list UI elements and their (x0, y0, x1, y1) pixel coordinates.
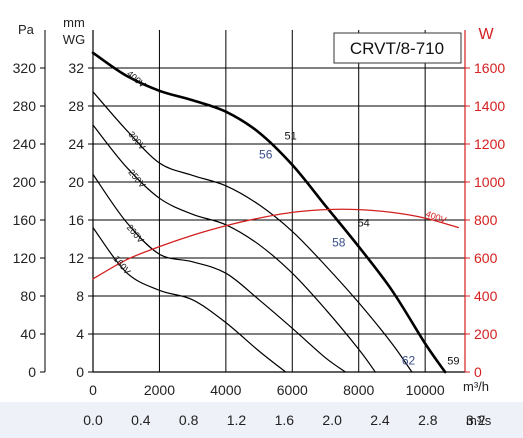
w-tick-label-6: 1200 (474, 136, 505, 152)
mmwg-tick-label-2: 8 (76, 288, 84, 304)
series-group (91, 51, 460, 374)
mmwg-tick-label-0: 0 (76, 364, 84, 380)
pa-tick-label-4: 160 (13, 212, 37, 228)
x-secondary-tick-label-2: 0.8 (179, 412, 199, 428)
bottom-band (0, 402, 523, 438)
x-secondary-tick-label-1: 0.4 (131, 412, 151, 428)
annotation-58: 58 (332, 236, 346, 250)
x-primary-tick-label-2: 4000 (210, 382, 241, 398)
x-secondary-tick-label-5: 2.0 (322, 412, 342, 428)
pa-tick-label-1: 40 (20, 326, 36, 342)
x-secondary-tick-label-0: 0.0 (83, 412, 103, 428)
x-secondary-tick-label-3: 1.2 (227, 412, 247, 428)
pa-tick-label-2: 80 (20, 288, 36, 304)
chart-title: CRVT/8-710 (350, 39, 444, 58)
pa-tick-label-3: 120 (13, 250, 37, 266)
w-tick-label-0: 0 (474, 364, 482, 380)
x-primary-tick-label-0: 0 (89, 382, 97, 398)
pa-tick-label-7: 280 (13, 98, 37, 114)
series-line-5-400v-power (92, 208, 460, 280)
annotation-51: 51 (285, 130, 297, 142)
mmwg-tick-label-7: 28 (68, 98, 84, 114)
title-box (333, 32, 462, 64)
series-line-2-250v-pressure (92, 124, 376, 373)
mmwg-tick-label-4: 16 (68, 212, 84, 228)
mmwg-tick-label-5: 20 (68, 174, 84, 190)
mmwg-axis-label-line2: WG (63, 32, 85, 47)
x-primary-tick-label-5: 10000 (406, 382, 445, 398)
w-tick-label-1: 200 (474, 326, 498, 342)
mmwg-tick-label-1: 4 (76, 326, 84, 342)
mmwg-tick-label-8: 32 (68, 60, 84, 76)
series-line-3-200v-pressure (92, 173, 346, 373)
series-line-4-160v-pressure (92, 227, 287, 373)
tick-labels: 0408012016020024028032004812162024283202… (13, 60, 506, 428)
annotation-62: 62 (402, 353, 416, 367)
x-primary-tick-label-1: 2000 (144, 382, 175, 398)
mmwg-axis-label-line1: mm (63, 15, 85, 30)
pa-tick-label-5: 200 (13, 174, 37, 190)
pa-tick-label-0: 0 (28, 364, 36, 380)
series-line-0-400v-pressure (91, 51, 447, 374)
x-primary-tick-label-3: 6000 (277, 382, 308, 398)
w-tick-label-3: 600 (474, 250, 498, 266)
mmwg-tick-label-6: 24 (68, 136, 84, 152)
annotation-59: 59 (447, 355, 459, 367)
pa-tick-label-8: 320 (13, 60, 37, 76)
x-primary-axis-label: m³/h (463, 379, 489, 394)
pa-tick-label-6: 240 (13, 136, 37, 152)
w-tick-label-2: 400 (474, 288, 498, 304)
pa-axis-label: Pa (18, 22, 35, 37)
x-secondary-tick-label-4: 1.6 (275, 412, 295, 428)
w-tick-label-4: 800 (474, 212, 498, 228)
w-tick-label-8: 1600 (474, 60, 505, 76)
x-secondary-tick-label-8: 3.2 (466, 412, 486, 428)
w-tick-label-7: 1400 (474, 98, 505, 114)
x-secondary-axis-label: m³/s (466, 413, 492, 428)
w-axis-label: W (478, 26, 494, 43)
x-secondary-tick-label-7: 2.8 (418, 412, 438, 428)
grid (93, 30, 465, 372)
mmwg-tick-label-3: 12 (68, 250, 84, 266)
x-primary-tick-label-4: 8000 (343, 382, 374, 398)
annotation-56: 56 (259, 147, 273, 161)
series-line-1-300v-pressure (92, 91, 413, 373)
axes (44, 30, 466, 373)
w-tick-label-5: 1000 (474, 174, 505, 190)
x-secondary-tick-label-6: 2.4 (370, 412, 390, 428)
annotation-54: 54 (358, 218, 370, 230)
